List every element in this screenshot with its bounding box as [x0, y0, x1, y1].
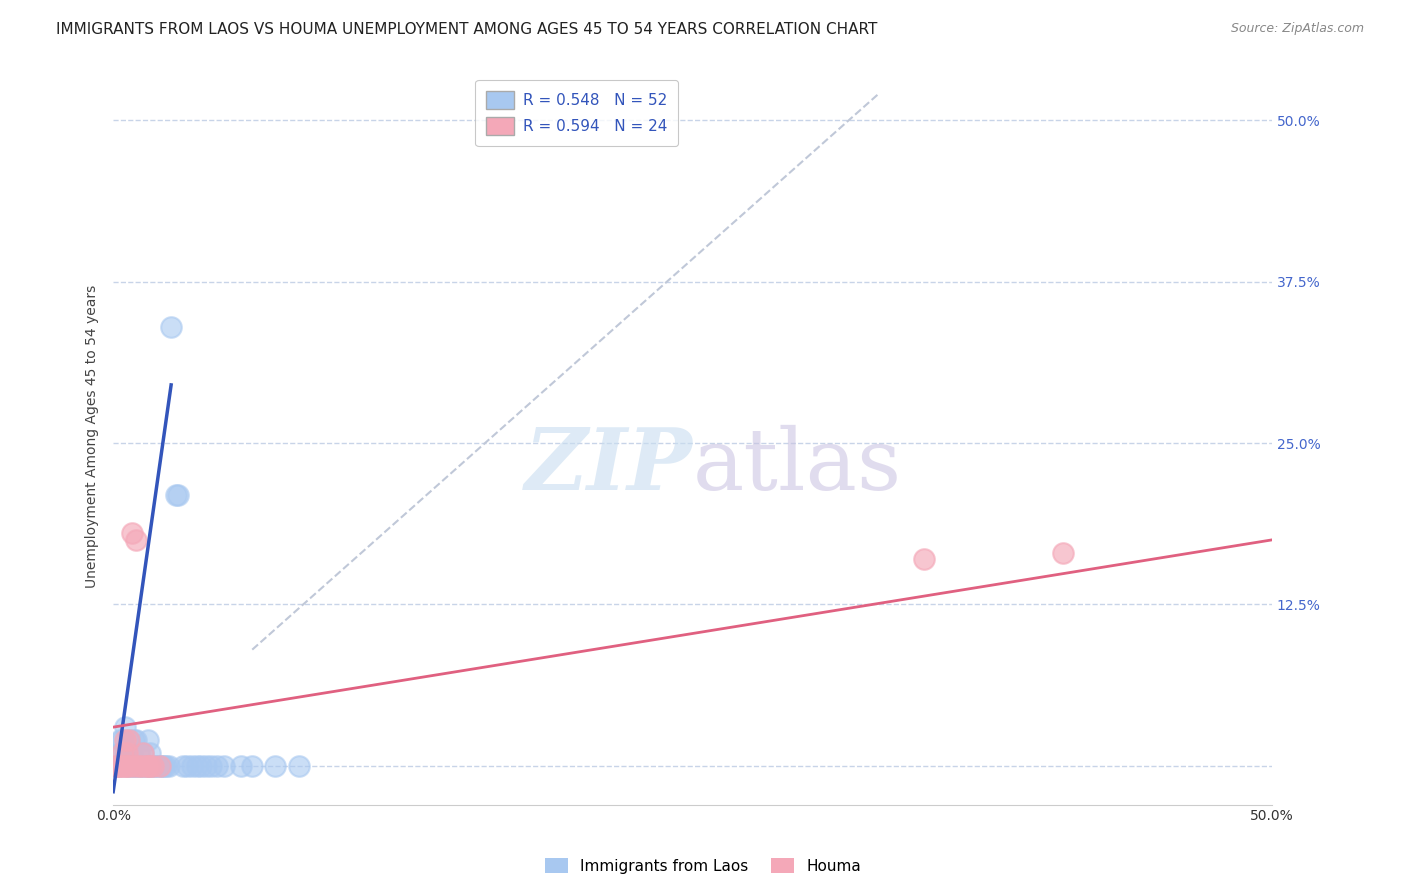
Point — [150, 759, 173, 773]
Legend: Immigrants from Laos, Houma: Immigrants from Laos, Houma — [538, 852, 868, 880]
Point — [181, 759, 204, 773]
Point — [207, 759, 229, 773]
Point — [136, 733, 159, 747]
Point — [132, 759, 155, 773]
Point — [115, 746, 138, 760]
Point — [912, 552, 935, 566]
Point — [132, 746, 155, 760]
Point — [118, 759, 141, 773]
Point — [142, 759, 165, 773]
Point — [155, 759, 177, 773]
Point — [129, 759, 152, 773]
Point — [136, 759, 159, 773]
Point — [118, 733, 141, 747]
Legend: R = 0.548   N = 52, R = 0.594   N = 24: R = 0.548 N = 52, R = 0.594 N = 24 — [475, 80, 678, 146]
Point — [122, 733, 145, 747]
Point — [104, 759, 127, 773]
Point — [200, 759, 222, 773]
Point — [122, 759, 145, 773]
Point — [107, 759, 129, 773]
Text: IMMIGRANTS FROM LAOS VS HOUMA UNEMPLOYMENT AMONG AGES 45 TO 54 YEARS CORRELATION: IMMIGRANTS FROM LAOS VS HOUMA UNEMPLOYME… — [56, 22, 877, 37]
Point — [157, 759, 180, 773]
Point — [107, 759, 129, 773]
Point — [128, 746, 150, 760]
Point — [139, 759, 162, 773]
Point — [108, 733, 131, 747]
Point — [135, 759, 157, 773]
Point — [146, 759, 169, 773]
Point — [287, 759, 309, 773]
Point — [167, 488, 190, 502]
Point — [139, 759, 162, 773]
Point — [172, 759, 194, 773]
Point — [165, 488, 187, 502]
Y-axis label: Unemployment Among Ages 45 to 54 years: Unemployment Among Ages 45 to 54 years — [86, 285, 100, 588]
Point — [121, 746, 143, 760]
Point — [111, 733, 134, 747]
Point — [194, 759, 217, 773]
Point — [108, 746, 131, 760]
Point — [143, 759, 166, 773]
Point — [121, 526, 143, 541]
Point — [190, 759, 212, 773]
Point — [229, 759, 252, 773]
Point — [121, 759, 143, 773]
Text: Source: ZipAtlas.com: Source: ZipAtlas.com — [1230, 22, 1364, 36]
Point — [122, 759, 145, 773]
Point — [118, 733, 141, 747]
Point — [136, 759, 159, 773]
Point — [176, 759, 198, 773]
Point — [125, 533, 148, 547]
Point — [118, 759, 141, 773]
Point — [114, 733, 136, 747]
Point — [186, 759, 208, 773]
Text: atlas: atlas — [693, 425, 901, 508]
Point — [115, 759, 138, 773]
Point — [132, 746, 155, 760]
Point — [128, 759, 150, 773]
Text: ZIP: ZIP — [524, 425, 693, 508]
Point — [111, 759, 134, 773]
Point — [108, 759, 131, 773]
Point — [125, 733, 148, 747]
Point — [125, 759, 148, 773]
Point — [240, 759, 263, 773]
Point — [1052, 546, 1074, 560]
Point — [129, 759, 152, 773]
Point — [264, 759, 287, 773]
Point — [114, 746, 136, 760]
Point — [153, 759, 176, 773]
Point — [115, 759, 138, 773]
Point — [148, 759, 170, 773]
Point — [135, 759, 157, 773]
Point — [104, 759, 127, 773]
Point — [148, 759, 170, 773]
Point — [111, 746, 134, 760]
Point — [114, 759, 136, 773]
Point — [160, 319, 183, 334]
Point — [214, 759, 236, 773]
Point — [139, 746, 162, 760]
Point — [128, 759, 150, 773]
Point — [142, 759, 165, 773]
Point — [114, 720, 136, 734]
Point — [115, 746, 138, 760]
Point — [111, 759, 134, 773]
